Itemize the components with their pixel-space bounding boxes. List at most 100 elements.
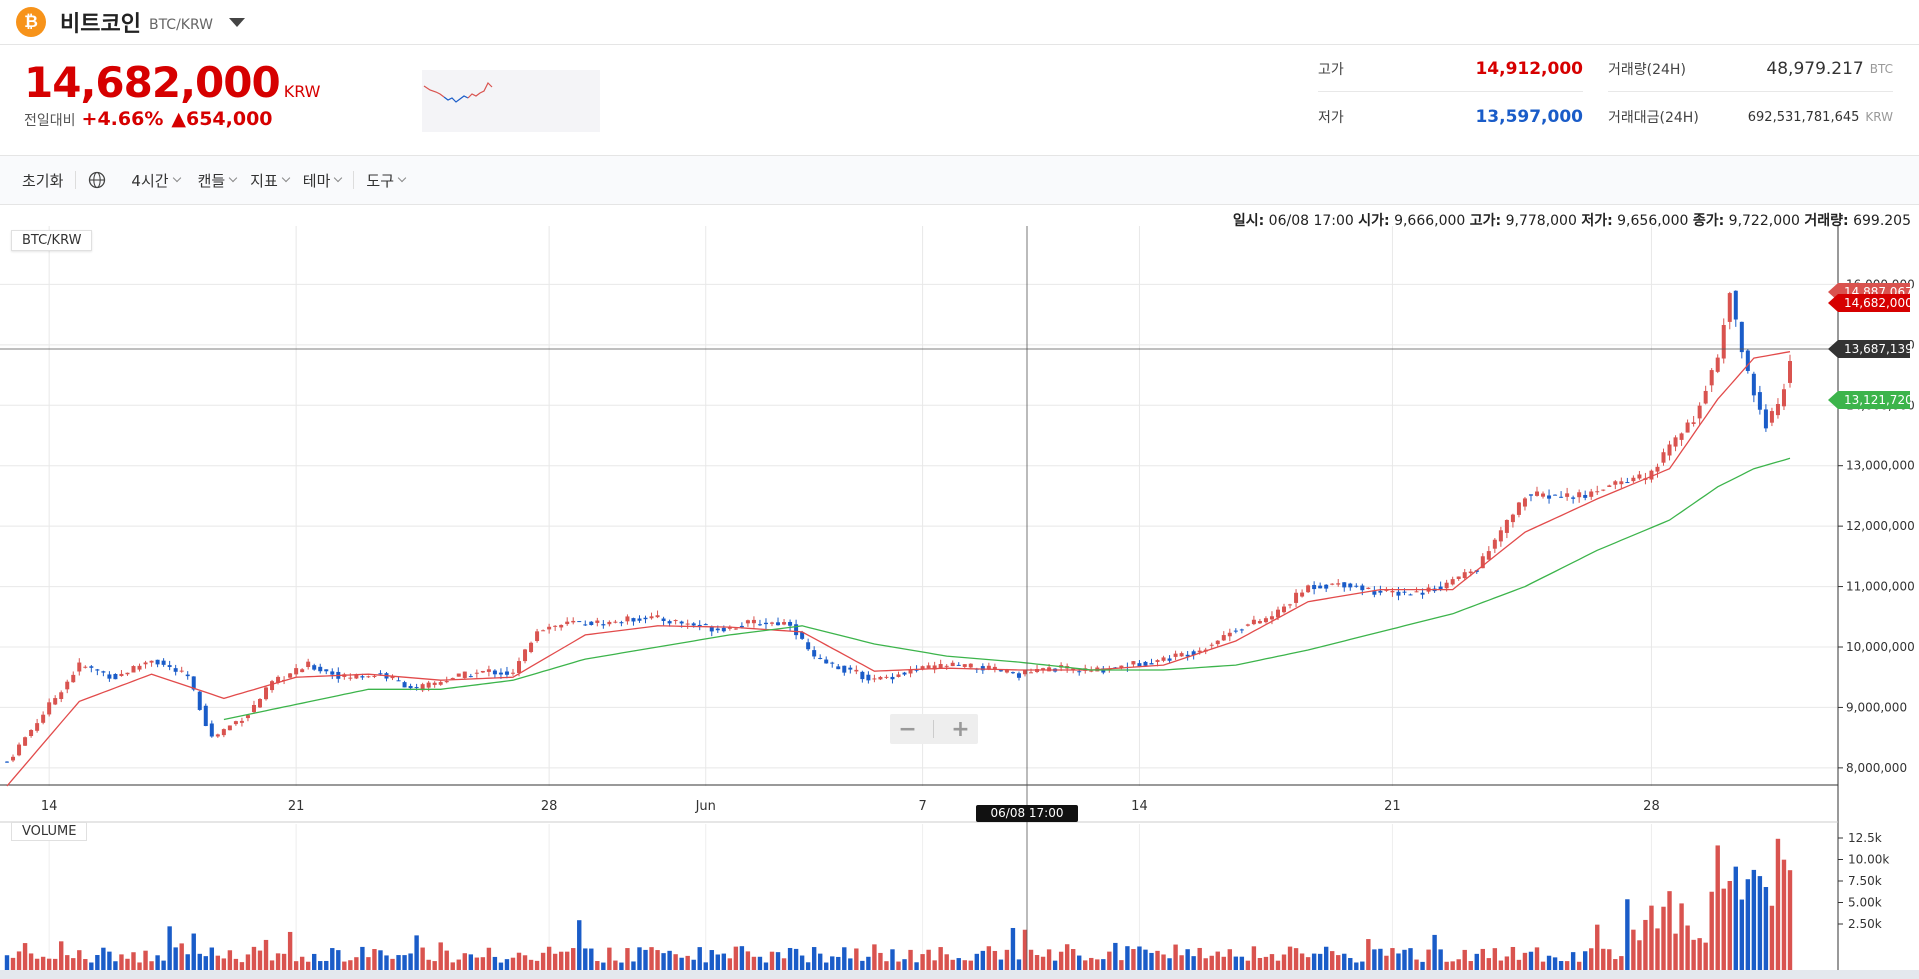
volume-bar (1203, 958, 1208, 970)
volume-bar (1034, 955, 1040, 970)
volume-bar (462, 953, 467, 970)
volume-bar (1691, 939, 1696, 970)
candle-body (926, 665, 931, 669)
candle-body (29, 729, 34, 736)
volume-bar (1155, 950, 1160, 970)
candle-body (1318, 585, 1323, 589)
volume-bar (583, 948, 588, 970)
candle-body (113, 674, 118, 680)
volume-bar (293, 961, 299, 970)
reset-button[interactable]: 초기화 (22, 170, 63, 191)
volume-bar (1468, 961, 1473, 970)
candle-body (372, 675, 377, 677)
volume-bar (1733, 866, 1738, 970)
volume-bar (155, 955, 160, 970)
candle-body (221, 729, 226, 736)
volume-bar (1649, 905, 1654, 970)
candle-dropdown[interactable]: 캔들 (198, 170, 238, 191)
x-tick-label: Jun (695, 799, 716, 814)
volume-bar (450, 962, 455, 970)
volume-bar (1197, 947, 1202, 970)
candle-body (1510, 514, 1515, 523)
volume-axis-labels: 12.5k 10.00k 7.50k 5.00k 2.50k (1838, 831, 1889, 931)
candle-body (1480, 556, 1485, 569)
volume-bar (1366, 939, 1371, 970)
candle-body (1119, 665, 1124, 669)
price-value: 14,682,000 (24, 58, 281, 107)
candle-body (1089, 670, 1094, 672)
candle-body (1354, 585, 1359, 587)
candle-body (173, 668, 178, 672)
volume-bar (1215, 951, 1220, 970)
coin-pair: BTC/KRW (148, 16, 213, 33)
theme-label: 테마 (302, 171, 331, 190)
volume-bar (233, 958, 239, 970)
info-low: 9,656,000 (1617, 213, 1689, 229)
volume-bar (342, 961, 347, 970)
mini-chart-graphic (423, 81, 493, 103)
volume-bar (1101, 959, 1106, 970)
candle-body (631, 618, 636, 622)
x-tick-label: 7 (918, 799, 926, 814)
candle-body (1197, 650, 1202, 653)
candlestick-chart[interactable]: 8,000,000 9,000,000 10,000,000 11,000,000 12… (0, 206, 1919, 979)
price-tag-ma-long-text: 13,121,720 (1844, 393, 1913, 407)
price-chart-area[interactable]: 8,000,000 9,000,000 10,000,000 11,000,000 12… (0, 206, 1919, 979)
low-value: 13,597,000 (1475, 107, 1583, 127)
candle-body (757, 624, 762, 626)
volume-bar (1769, 905, 1775, 970)
reset-label: 초기화 (22, 171, 64, 190)
zoom-in-button[interactable]: + (951, 716, 970, 742)
candle-body (492, 670, 497, 675)
chevron-down-icon (172, 173, 181, 183)
indicator-label: 지표 (250, 171, 278, 190)
zoom-out-button[interactable]: − (898, 716, 917, 742)
volume-bar (1582, 951, 1588, 970)
volume-bar (324, 960, 329, 970)
interval-dropdown[interactable]: 4시간 (131, 170, 181, 191)
tools-dropdown[interactable]: 도구 (366, 170, 407, 191)
candle-body (89, 666, 94, 668)
candle-body (607, 621, 612, 625)
info-high: 9,778,000 (1505, 213, 1577, 229)
info-volume-label: 거래량: (1804, 213, 1849, 229)
volume-bar (492, 956, 498, 970)
candle-body (1715, 357, 1720, 372)
volume-bar (510, 957, 516, 970)
candle-body (908, 669, 913, 674)
candle-body (920, 666, 925, 670)
candle-body (474, 672, 479, 674)
volume-bar (836, 956, 841, 970)
coin-select-dropdown-icon[interactable] (228, 17, 245, 27)
volume-bar (1040, 956, 1046, 970)
volume-bar (1227, 949, 1233, 970)
volume-bar (962, 960, 967, 970)
volume-bar (1781, 859, 1787, 970)
bottom-scrollbar[interactable] (0, 970, 1919, 979)
candle-body (739, 625, 744, 628)
volume-bar (1010, 927, 1016, 970)
volume-bar (1293, 948, 1299, 970)
volume-bar (956, 958, 961, 970)
volume-bar (751, 956, 757, 970)
volume-bar (438, 942, 443, 970)
volume-bar (1522, 952, 1528, 970)
candle-body (637, 618, 642, 621)
candle-body (47, 702, 52, 715)
candle-body (1348, 583, 1353, 588)
volume-bar (1709, 891, 1714, 970)
candle-body (1486, 551, 1491, 560)
indicator-dropdown[interactable]: 지표 (250, 170, 291, 191)
price-tag-crosshair-shape (1828, 340, 1910, 358)
theme-dropdown[interactable]: 테마 (302, 170, 343, 191)
globe-button[interactable] (88, 171, 106, 189)
chevron-down-icon (281, 173, 291, 183)
volume-bar (607, 947, 612, 970)
volume-bar (1125, 946, 1130, 970)
candle-body (583, 624, 588, 626)
volume-bar (1685, 925, 1690, 970)
candle-body (1721, 325, 1726, 359)
volume-bar (1745, 879, 1751, 970)
volume-bar (1739, 899, 1745, 970)
volume-bar (1330, 951, 1335, 970)
